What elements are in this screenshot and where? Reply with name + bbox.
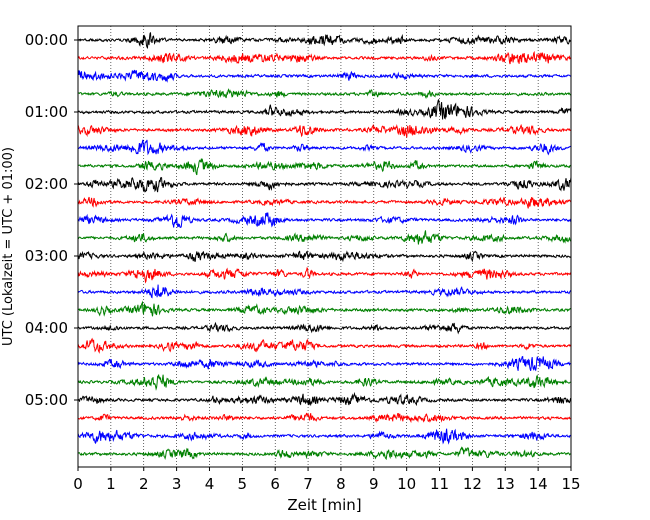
trace-line [77,337,572,354]
trace-line [77,88,572,100]
x-tick-label: 2 [139,475,149,493]
trace-line [77,32,572,49]
trace-line [77,412,572,424]
trace-line [77,139,572,156]
y-tick-label: 03:00 [25,247,68,265]
trace-line [77,355,572,372]
trace-line [77,230,572,245]
trace-line [77,69,572,83]
trace-line [77,50,572,65]
x-tick-label: 6 [270,475,280,493]
trace-line [77,196,572,209]
y-axis-label: UTC (Lokalzeit = UTC + 01:00) [1,147,16,346]
trace-line [77,158,572,176]
x-tick-label: 1 [106,475,116,493]
x-tick-label: 10 [397,475,416,493]
x-tick-label: 3 [172,475,182,493]
x-tick-label: 4 [205,475,215,493]
trace-line [77,446,572,461]
x-axis-label: Zeit [min] [287,496,361,514]
x-tick-label: 0 [73,475,83,493]
trace-line [78,284,572,299]
trace-line [77,300,572,317]
trace-line [77,321,572,335]
x-tick-label: 13 [496,475,515,493]
trace-line [77,391,572,407]
y-tick-label: 02:00 [25,175,68,193]
x-tick-label: 15 [561,475,580,493]
x-tick-label: 12 [463,475,482,493]
x-axis-ticks: 0 1 2 3 4 5 6 7 8 9 10 11 12 13 14 15 [73,467,581,493]
plot-frame [77,25,572,468]
x-tick-label: 11 [430,475,449,493]
y-tick-label: 00:00 [25,31,68,49]
x-tick-label: 7 [303,475,313,493]
x-tick-label: 14 [529,475,548,493]
y-axis-ticks: 00:00 01:00 02:00 03:00 04:00 05:00 [25,31,78,409]
x-tick-label: 8 [336,475,346,493]
x-tick-label: 5 [238,475,248,493]
y-tick-label: 05:00 [25,391,68,409]
trace-line [77,266,572,284]
trace-line [77,428,572,445]
trace-line [77,374,572,391]
trace-line [77,176,572,193]
trace-line [77,250,572,263]
trace-line [77,211,572,229]
seismic-traces [77,32,572,461]
trace-line [77,123,572,138]
trace-line [77,99,572,120]
y-tick-label: 04:00 [25,319,68,337]
y-tick-label: 01:00 [25,103,68,121]
x-tick-label: 9 [369,475,379,493]
